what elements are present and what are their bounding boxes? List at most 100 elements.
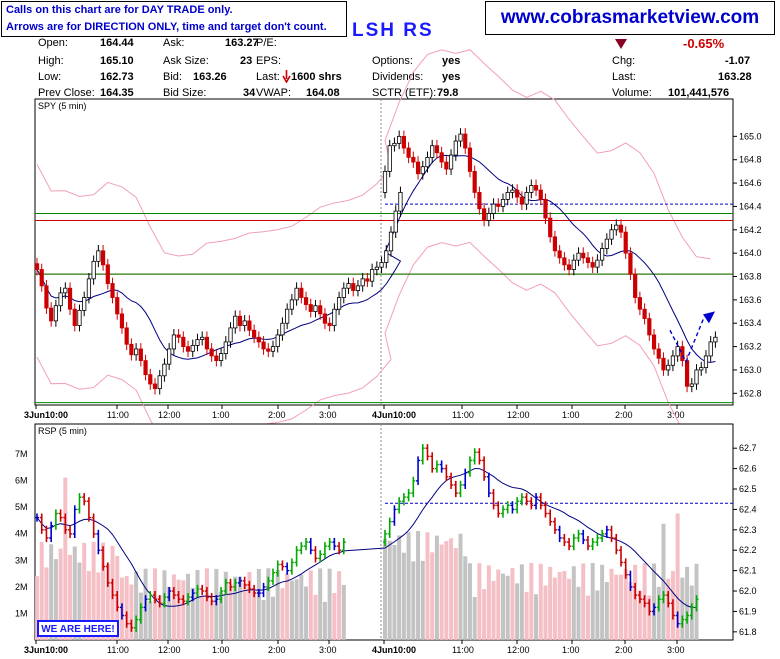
candle-body [618, 224, 624, 233]
candle-body [482, 208, 487, 221]
volume-bar [449, 538, 454, 640]
candle-body [581, 252, 586, 259]
volume-bar [614, 574, 619, 640]
x-tick-label: 1:00 [562, 410, 580, 420]
panel-title: SPY (5 min) [38, 101, 86, 111]
volume-bar [406, 532, 411, 640]
x-tick-label: 2:00 [268, 645, 286, 655]
candle-body [439, 152, 444, 163]
candle-body [67, 287, 73, 310]
pe-label: P/E: [256, 37, 277, 49]
candle-body [552, 236, 558, 252]
volume-bar [332, 593, 337, 640]
low-value: 162.73 [100, 71, 134, 83]
we-are-here-badge: WE ARE HERE! [37, 620, 119, 637]
volume-bar [289, 580, 294, 640]
volume-bar [167, 586, 172, 640]
y-tick-label: 163.8 [739, 272, 762, 282]
candle-body [110, 283, 115, 298]
volume-bar [538, 563, 543, 640]
candle-body [152, 383, 158, 390]
trading-notes: Calls on this chart are for DAY TRADE on… [1, 1, 347, 37]
volume-bar [171, 574, 176, 640]
volume-bar [637, 590, 642, 640]
volume-bar [68, 554, 73, 640]
candle-body [393, 210, 398, 233]
candle-body [351, 283, 356, 291]
candle-body [519, 196, 524, 205]
volume-bar [148, 601, 153, 640]
y-tick-label: 162.8 [739, 388, 762, 398]
volume-bar [628, 582, 633, 640]
volume-tick-label: 3M [15, 555, 28, 565]
x-tick-label: 3Jun10:00 [24, 410, 68, 420]
eps-label: EPS: [256, 55, 282, 67]
bid-size-value: 34 [243, 87, 256, 99]
x-tick-label: 12:00 [158, 645, 181, 655]
volume-bar [661, 523, 666, 640]
candle-body [34, 263, 40, 270]
y-tick-label: 61.8 [739, 627, 757, 637]
candle-body [148, 374, 153, 385]
volume-bar [515, 583, 520, 640]
volume-bar [247, 571, 252, 640]
dividends-label: Dividends: [372, 71, 424, 83]
candle-body [434, 145, 440, 154]
volume-bar [609, 568, 614, 640]
candle-body [694, 369, 699, 385]
candle-body [86, 278, 92, 298]
volume-bar [581, 563, 586, 640]
volume-bar [552, 577, 557, 640]
y-tick-label: 61.9 [739, 606, 757, 616]
volume-bar [256, 569, 261, 640]
candle-body [500, 199, 506, 207]
x-tick-label: 1:00 [212, 410, 230, 420]
volume-bar [304, 586, 309, 640]
volume-bar [200, 596, 205, 640]
y-tick-label: 164.6 [739, 178, 762, 188]
candle-body [303, 297, 309, 305]
candle-body [647, 318, 652, 336]
candle-body [496, 203, 501, 207]
spy-chart: SPY (5 min) 165.0 164.8 164.6 164.4 164.2 164.… [24, 49, 762, 453]
candle-body [689, 383, 694, 387]
candle-body [661, 357, 666, 371]
volume-bar [453, 548, 458, 640]
y-tick-label: 62.7 [739, 443, 757, 453]
candle-body [162, 363, 167, 377]
candle-body [237, 315, 243, 326]
candle-body [204, 336, 210, 350]
volume-bar [467, 563, 472, 640]
high-value: 165.10 [100, 55, 134, 67]
candle-body [387, 145, 392, 172]
volume-bar [63, 477, 68, 640]
volume-bar [285, 573, 290, 640]
volume-bar [318, 568, 323, 640]
candle-body [472, 170, 477, 193]
ask-value: 163.27 [225, 37, 259, 49]
prev-close-label: Prev Close: [38, 87, 95, 99]
candle-body [91, 260, 96, 280]
volume-bar [623, 568, 628, 640]
ask-label: Ask: [163, 37, 185, 49]
candle-body [370, 269, 375, 282]
volume-value: 101,441,576 [668, 87, 730, 99]
candle-body [703, 355, 709, 369]
candle-body [609, 229, 614, 240]
x-tick-label: 2:00 [268, 410, 286, 420]
candle-body [384, 250, 389, 263]
volume-bar [505, 575, 510, 640]
candle-body [58, 292, 63, 307]
candle-body [571, 259, 576, 270]
volume-tick-label: 2M [15, 582, 28, 592]
candle-body [143, 360, 148, 376]
candle-body [604, 238, 609, 249]
volume-bar [595, 590, 600, 640]
y-tick-label: 163.6 [739, 295, 762, 305]
volume-tick-label: 7M [15, 449, 28, 459]
candle-body [119, 313, 125, 329]
down-triangle-icon [615, 39, 627, 49]
volume-bar [308, 570, 313, 640]
open-label: Open: [38, 37, 68, 49]
